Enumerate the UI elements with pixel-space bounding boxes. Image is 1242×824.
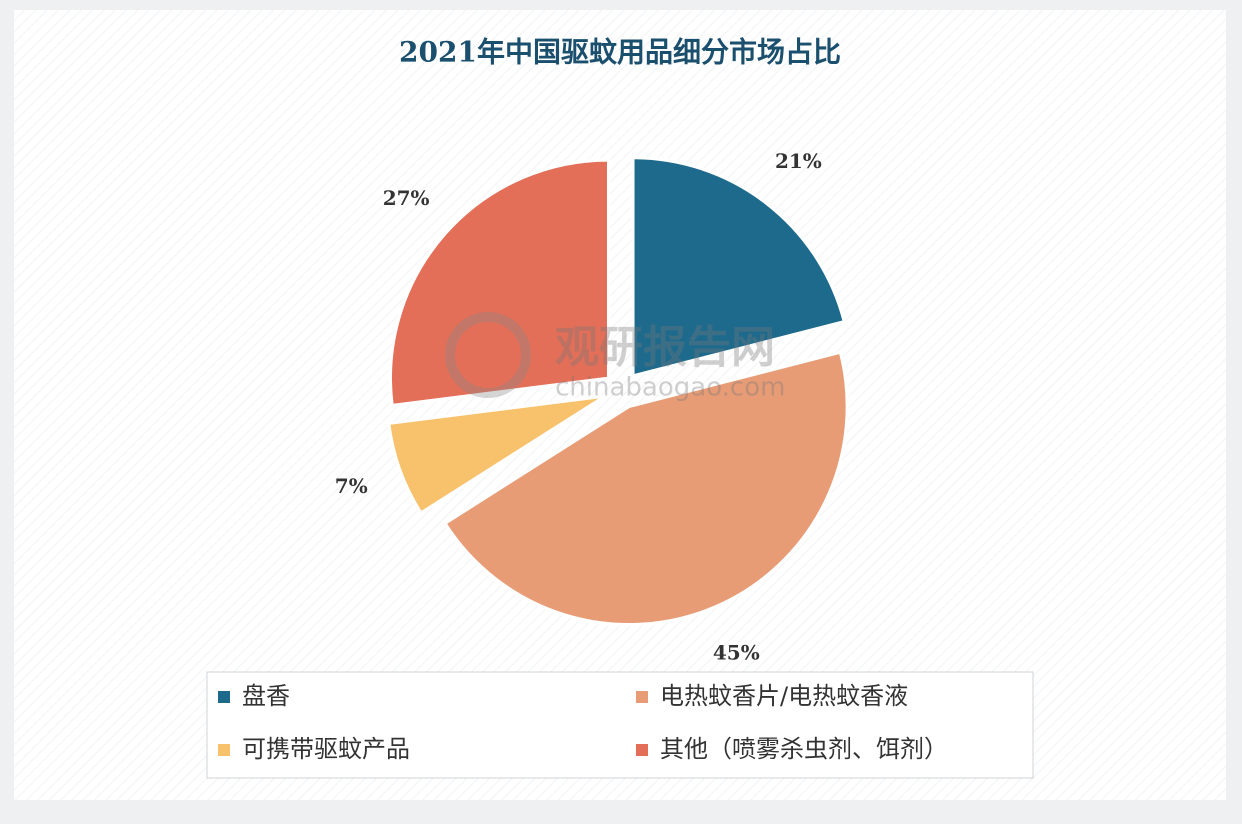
pie-slice xyxy=(389,158,610,408)
watermark-logo xyxy=(445,312,531,398)
data-label: 45% xyxy=(713,641,760,665)
legend-label: 电热蚊香片/电热蚊香液 xyxy=(660,682,908,710)
pie-slice xyxy=(387,394,606,515)
pie-slice xyxy=(631,156,847,378)
legend-label: 盘香 xyxy=(242,682,290,710)
legend-label: 可携带驱蚊产品 xyxy=(242,735,410,763)
data-label: 27% xyxy=(383,186,430,210)
pie: 21% 45% 7% 27% xyxy=(335,149,849,665)
data-label: 21% xyxy=(775,149,822,173)
legend-swatch xyxy=(218,691,230,703)
chart-panel xyxy=(14,10,1226,800)
legend-swatch xyxy=(636,744,648,756)
legend-label: 其他（喷雾杀虫剂、饵剂） xyxy=(660,735,948,763)
legend-swatch xyxy=(218,744,230,756)
watermark: 观研报告网 chinabaogao.com xyxy=(445,312,785,403)
pie-slice xyxy=(443,350,849,627)
legend-box xyxy=(206,671,1034,779)
legend-swatch xyxy=(636,691,648,703)
watermark-name: 观研报告网 xyxy=(555,322,775,373)
watermark-url: chinabaogao.com xyxy=(555,373,785,403)
chart-title: 2021年中国驱蚊用品细分市场占比 xyxy=(399,36,841,69)
data-label: 7% xyxy=(335,474,368,498)
